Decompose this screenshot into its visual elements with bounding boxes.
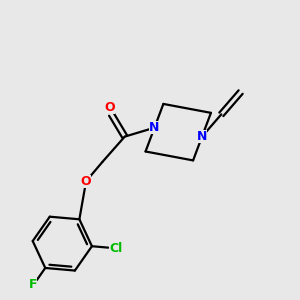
Text: O: O	[80, 175, 91, 188]
Text: O: O	[105, 101, 115, 114]
Text: Cl: Cl	[109, 242, 122, 255]
Text: N: N	[197, 130, 207, 143]
Text: N: N	[149, 121, 160, 134]
Text: F: F	[29, 278, 37, 291]
